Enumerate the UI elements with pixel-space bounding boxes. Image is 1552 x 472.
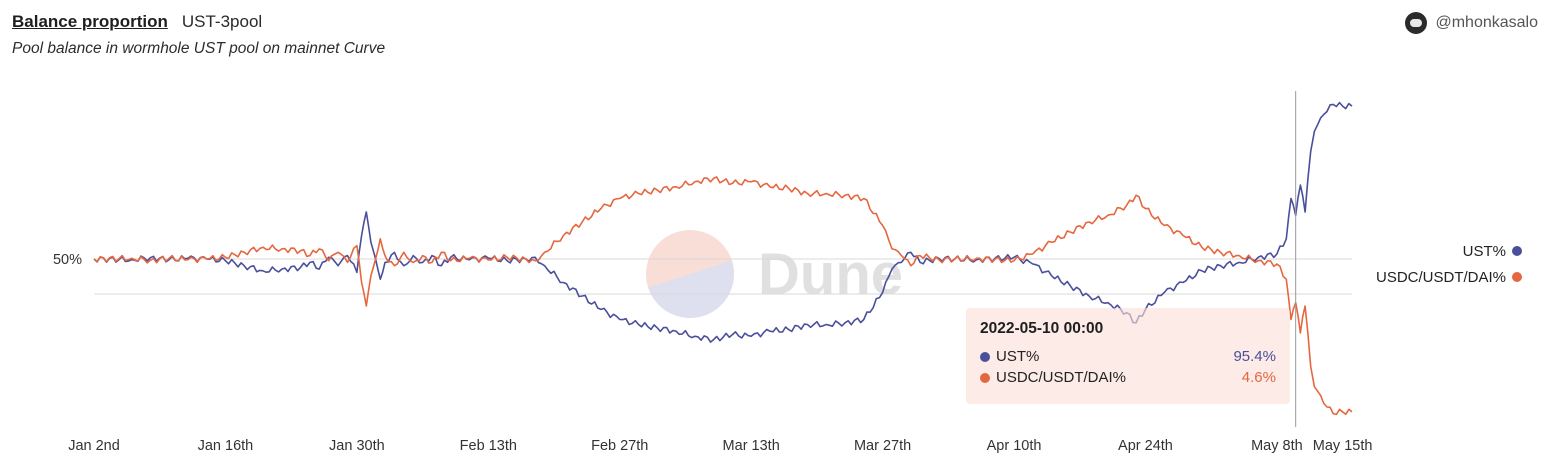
legend-item-usdc[interactable]: USDC/USDT/DAI% [1376,264,1522,290]
tooltip-value-ust: 95.4% [1233,348,1276,365]
legend-item-ust[interactable]: UST% [1376,238,1522,264]
grid [94,258,1352,295]
x-axis: Jan 2nd Jan 16th Jan 30th Feb 13th Feb 27th M… [68,438,1372,454]
author-avatar [1405,12,1428,34]
title-row: Balance proportion UST-3pool [12,12,385,32]
legend-dot-ust [1512,246,1522,256]
x-tick-label: Jan 30th [329,438,385,454]
chart-header: Balance proportion UST-3pool Pool balanc… [12,12,385,58]
legend: UST% USDC/USDT/DAI% [1376,238,1522,290]
tooltip-date: 2022-05-10 00:00 [980,320,1104,337]
tooltip-row-usdc: USDC/USDT/DAI% 4.6% [980,367,1276,388]
series-line-usdc [93,176,1353,416]
y-tick-label: 50% [53,252,82,268]
tooltip-value-usdc: 4.6% [1241,369,1276,386]
author-link[interactable]: @mhonkasalo [1405,12,1538,34]
chart-tooltip: 2022-05-10 00:00 UST% 95.4% USDC/USDT/DA… [966,308,1290,404]
legend-dot-usdc [1512,272,1522,282]
dune-watermark: Dune [646,230,903,318]
x-tick-label: Jan 16th [198,438,254,454]
tooltip-label-ust: UST% [996,348,1040,365]
y-axis: 50% [53,252,82,268]
author-name: @mhonkasalo [1435,14,1538,31]
tooltip-dot-ust [980,351,990,362]
tooltip-label-usdc: USDC/USDT/DAI% [996,369,1127,386]
x-tick-label: May 8th [1251,438,1303,454]
watermark-text: Dune [758,242,903,307]
query-name: UST-3pool [181,12,263,31]
legend-label-ust: UST% [1462,242,1506,260]
x-tick-label: Apr 10th [987,438,1042,454]
series-line-ust [93,101,1353,343]
watermark-circle-lower [648,260,734,318]
legend-label-usdc: USDC/USDT/DAI% [1375,268,1506,286]
tooltip-row-ust: UST% 95.4% [980,346,1276,367]
x-tick-label: Mar 27th [854,438,911,454]
tooltip-dot-usdc [980,372,990,383]
chart-subtitle: Pool balance in wormhole UST pool on mai… [12,40,386,57]
x-tick-label: Apr 24th [1118,438,1173,454]
x-tick-label: Jan 2nd [68,438,120,454]
x-tick-label: Feb 27th [591,438,648,454]
x-tick-label: Mar 13th [723,438,780,454]
x-tick-label: May 15th [1313,438,1373,454]
x-tick-label: Feb 13th [460,438,517,454]
chart-title-link[interactable]: Balance proportion [12,12,168,31]
